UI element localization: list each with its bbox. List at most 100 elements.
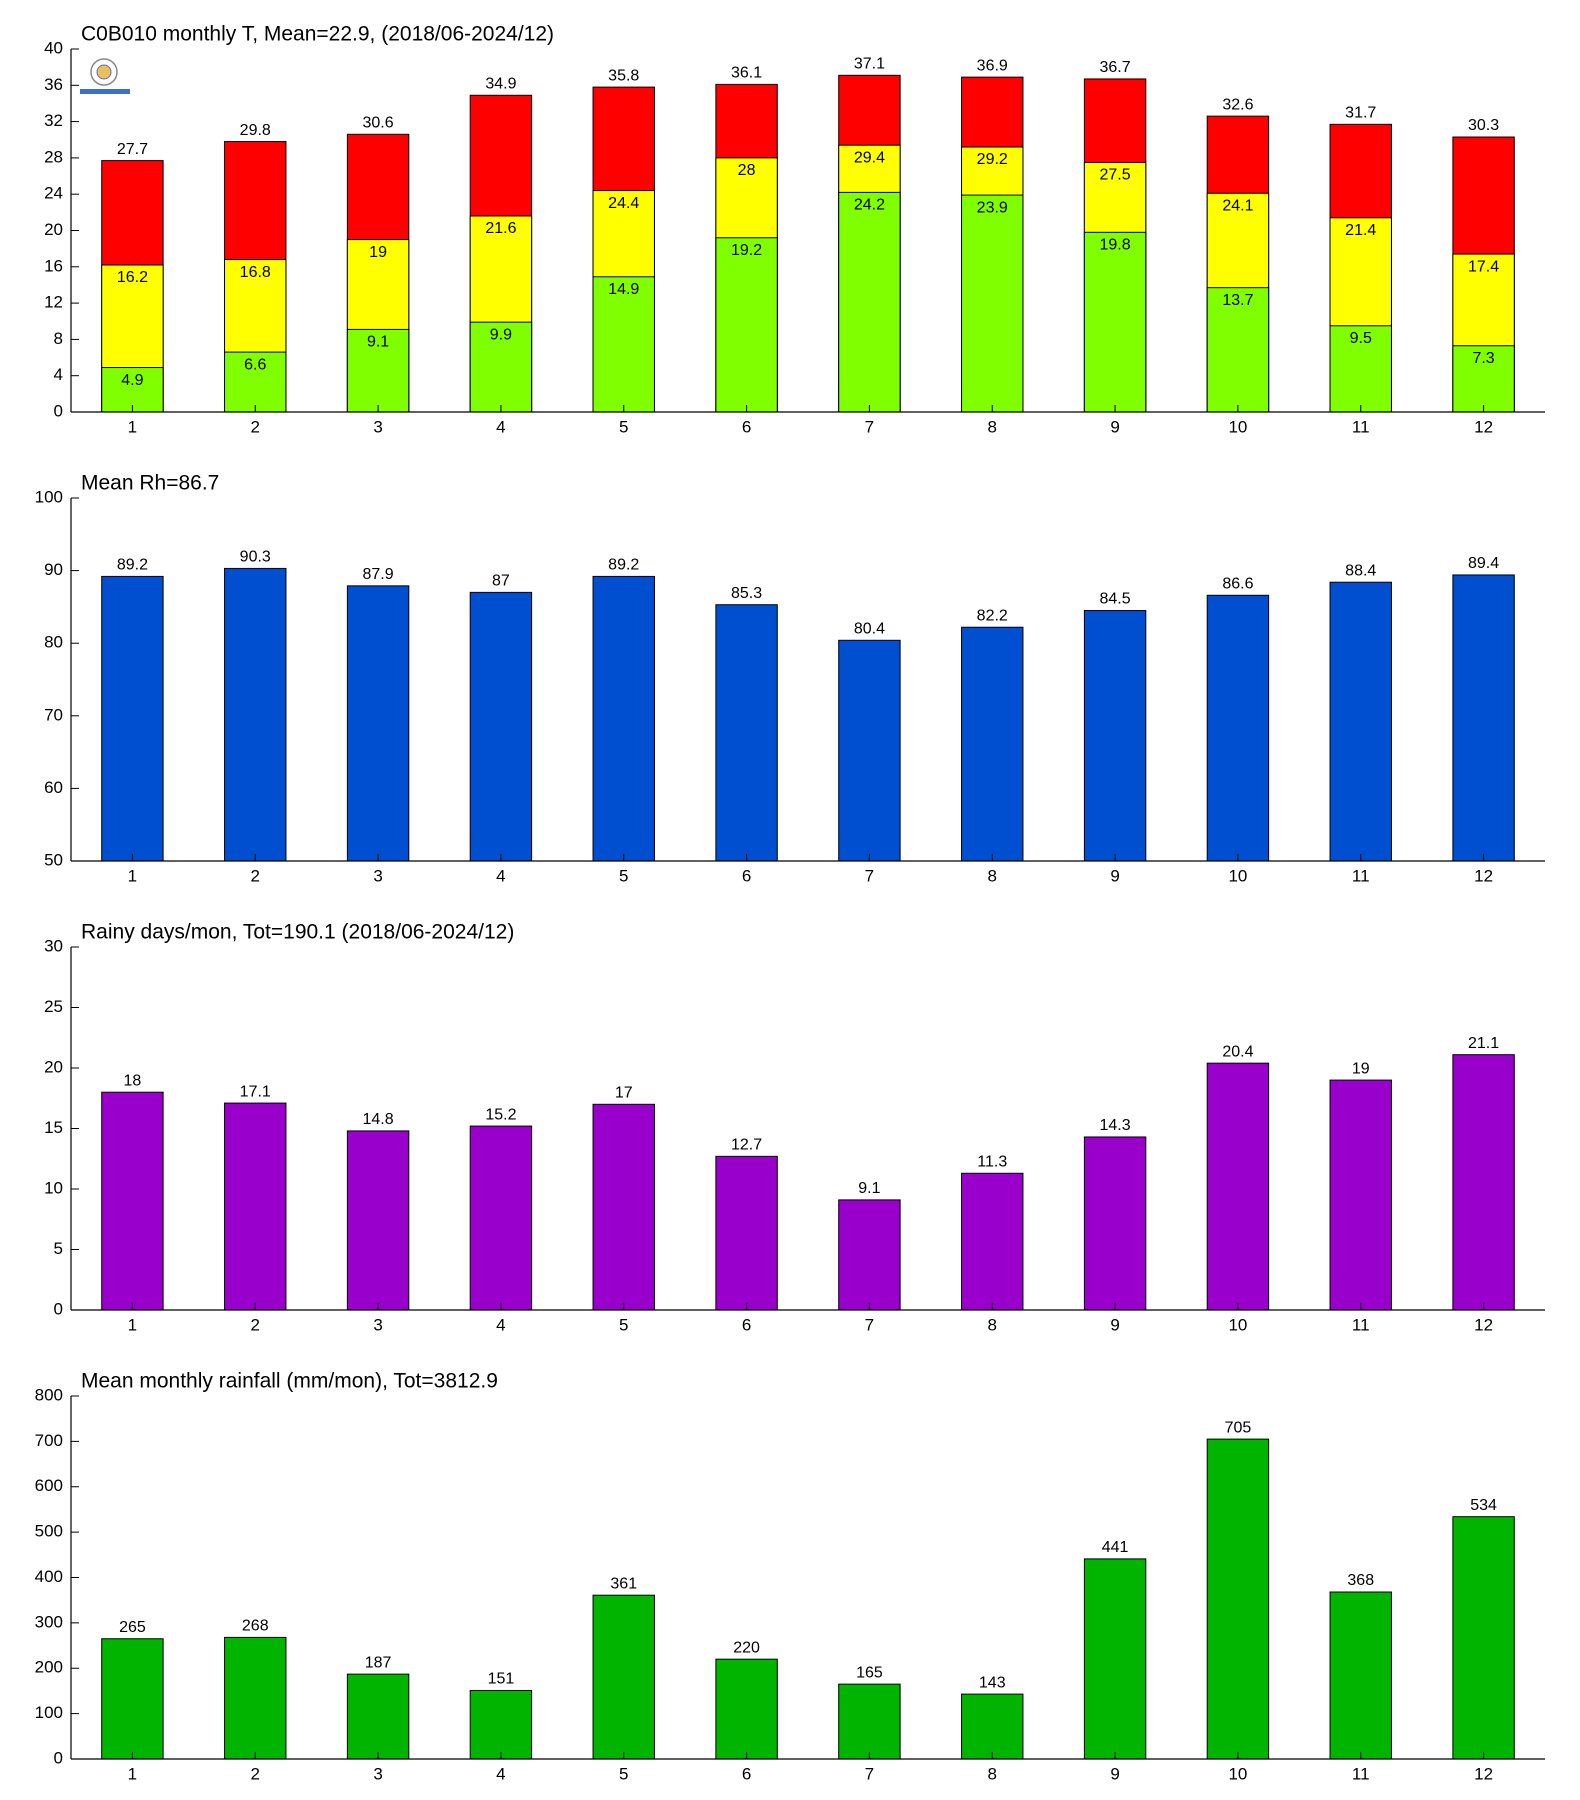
bar	[101, 575, 164, 862]
bar	[1206, 594, 1270, 862]
x-tick-label: 4	[496, 866, 505, 885]
bar	[1452, 1516, 1515, 1760]
bar	[224, 567, 287, 862]
value-label: 9.5	[1350, 330, 1372, 347]
x-tick-label: 8	[988, 1764, 997, 1783]
value-label: 35.8	[608, 67, 639, 84]
x-tick-label: 5	[619, 417, 628, 436]
x-tick-label: 11	[1352, 417, 1370, 436]
value-label: 34.9	[485, 76, 516, 93]
y-tick-label: 700	[35, 1431, 63, 1450]
value-label: 361	[610, 1575, 637, 1592]
y-tick-label: 28	[44, 147, 63, 166]
value-label: 16.8	[240, 264, 271, 281]
bar	[346, 1130, 410, 1311]
y-tick-label: 70	[44, 705, 63, 724]
value-label: 87.9	[363, 566, 394, 583]
y-tick-label: 15	[44, 1118, 63, 1137]
bar	[1083, 1558, 1147, 1760]
value-label: 12.7	[731, 1137, 762, 1154]
x-tick-label: 7	[865, 866, 874, 885]
value-label: 85.3	[731, 585, 762, 602]
value-label: 368	[1347, 1572, 1374, 1589]
x-tick-label: 5	[619, 1764, 628, 1783]
value-label: 17.4	[1468, 258, 1499, 275]
value-label: 30.6	[363, 115, 394, 132]
bar	[592, 1594, 655, 1760]
x-tick-label: 1	[128, 417, 137, 436]
x-tick-label: 5	[619, 866, 628, 885]
bar	[469, 321, 533, 413]
bar	[838, 1683, 901, 1760]
value-label: 705	[1225, 1419, 1252, 1436]
bar	[1452, 345, 1515, 413]
bar	[961, 1172, 1024, 1311]
bar	[469, 591, 533, 862]
bar	[715, 1155, 778, 1311]
value-label: 21.6	[485, 220, 516, 237]
x-tick-label: 1	[128, 1315, 137, 1334]
bar	[469, 1689, 533, 1760]
y-tick-label: 16	[44, 256, 63, 275]
value-label: 84.5	[1100, 591, 1131, 608]
value-label: 151	[488, 1671, 515, 1688]
chart-title: Rainy days/mon, Tot=190.1 (2018/06-2024/…	[81, 921, 514, 944]
bar	[838, 1199, 901, 1311]
bar	[961, 1693, 1024, 1760]
x-tick-label: 6	[742, 1315, 751, 1334]
value-label: 7.3	[1472, 350, 1494, 367]
value-label: 165	[856, 1664, 883, 1681]
bar	[1083, 231, 1147, 413]
x-tick-label: 3	[373, 417, 382, 436]
y-tick-label: 80	[44, 633, 63, 652]
value-label: 27.5	[1100, 167, 1131, 184]
x-tick-label: 1	[128, 1764, 137, 1783]
value-label: 19.2	[731, 242, 762, 259]
y-tick-label: 300	[35, 1612, 63, 1631]
y-tick-label: 24	[44, 184, 63, 203]
value-label: 28	[738, 162, 756, 179]
x-tick-label: 4	[496, 1315, 505, 1334]
bar	[961, 626, 1024, 862]
bar	[1329, 1079, 1392, 1311]
x-tick-label: 3	[373, 1315, 382, 1334]
bar	[346, 1673, 410, 1760]
x-tick-label: 1	[128, 866, 137, 885]
value-label: 220	[733, 1639, 760, 1656]
x-tick-label: 9	[1110, 1764, 1119, 1783]
x-tick-label: 7	[865, 1315, 874, 1334]
value-label: 13.7	[1222, 292, 1253, 309]
y-tick-label: 600	[35, 1476, 63, 1495]
value-label: 24.2	[854, 197, 885, 214]
value-label: 11.3	[977, 1153, 1007, 1170]
x-tick-label: 9	[1110, 417, 1119, 436]
bar	[1206, 1438, 1270, 1760]
value-label: 9.9	[490, 326, 512, 343]
bar	[1329, 581, 1392, 862]
x-tick-label: 2	[251, 1764, 260, 1783]
x-tick-label: 3	[373, 866, 382, 885]
bar	[1083, 610, 1147, 862]
x-tick-label: 8	[988, 866, 997, 885]
x-tick-label: 9	[1110, 866, 1119, 885]
y-tick-label: 40	[44, 38, 63, 57]
x-tick-label: 12	[1474, 866, 1493, 885]
y-tick-label: 10	[44, 1178, 63, 1197]
y-tick-label: 400	[35, 1567, 63, 1586]
x-tick-label: 4	[496, 1764, 505, 1783]
bar	[592, 1103, 655, 1311]
x-tick-label: 4	[496, 417, 505, 436]
value-label: 143	[979, 1674, 1006, 1691]
y-tick-label: 90	[44, 560, 63, 579]
bar	[1206, 287, 1270, 413]
value-label: 24.4	[608, 195, 639, 212]
y-tick-label: 800	[35, 1385, 63, 1404]
bar	[346, 585, 410, 862]
chart-title: Mean Rh=86.7	[81, 472, 219, 495]
value-label: 20.4	[1222, 1043, 1253, 1060]
y-tick-label: 36	[44, 75, 63, 94]
bar	[838, 639, 901, 862]
value-label: 89.4	[1468, 555, 1499, 572]
x-tick-label: 6	[742, 866, 751, 885]
